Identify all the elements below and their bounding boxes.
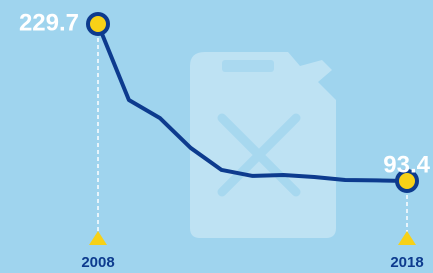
- x-tick-label: 2018: [390, 254, 423, 271]
- x-tick-label: 2008: [81, 254, 114, 271]
- end-marker: [88, 14, 108, 34]
- chart: 2008 2018 229.7 93.4: [0, 0, 433, 273]
- jerrycan-icon: [190, 52, 336, 238]
- value-label: 229.7: [19, 9, 79, 36]
- value-label: 93.4: [383, 151, 430, 178]
- page: {"chart_data": {"type": "line", "categor…: [0, 0, 433, 273]
